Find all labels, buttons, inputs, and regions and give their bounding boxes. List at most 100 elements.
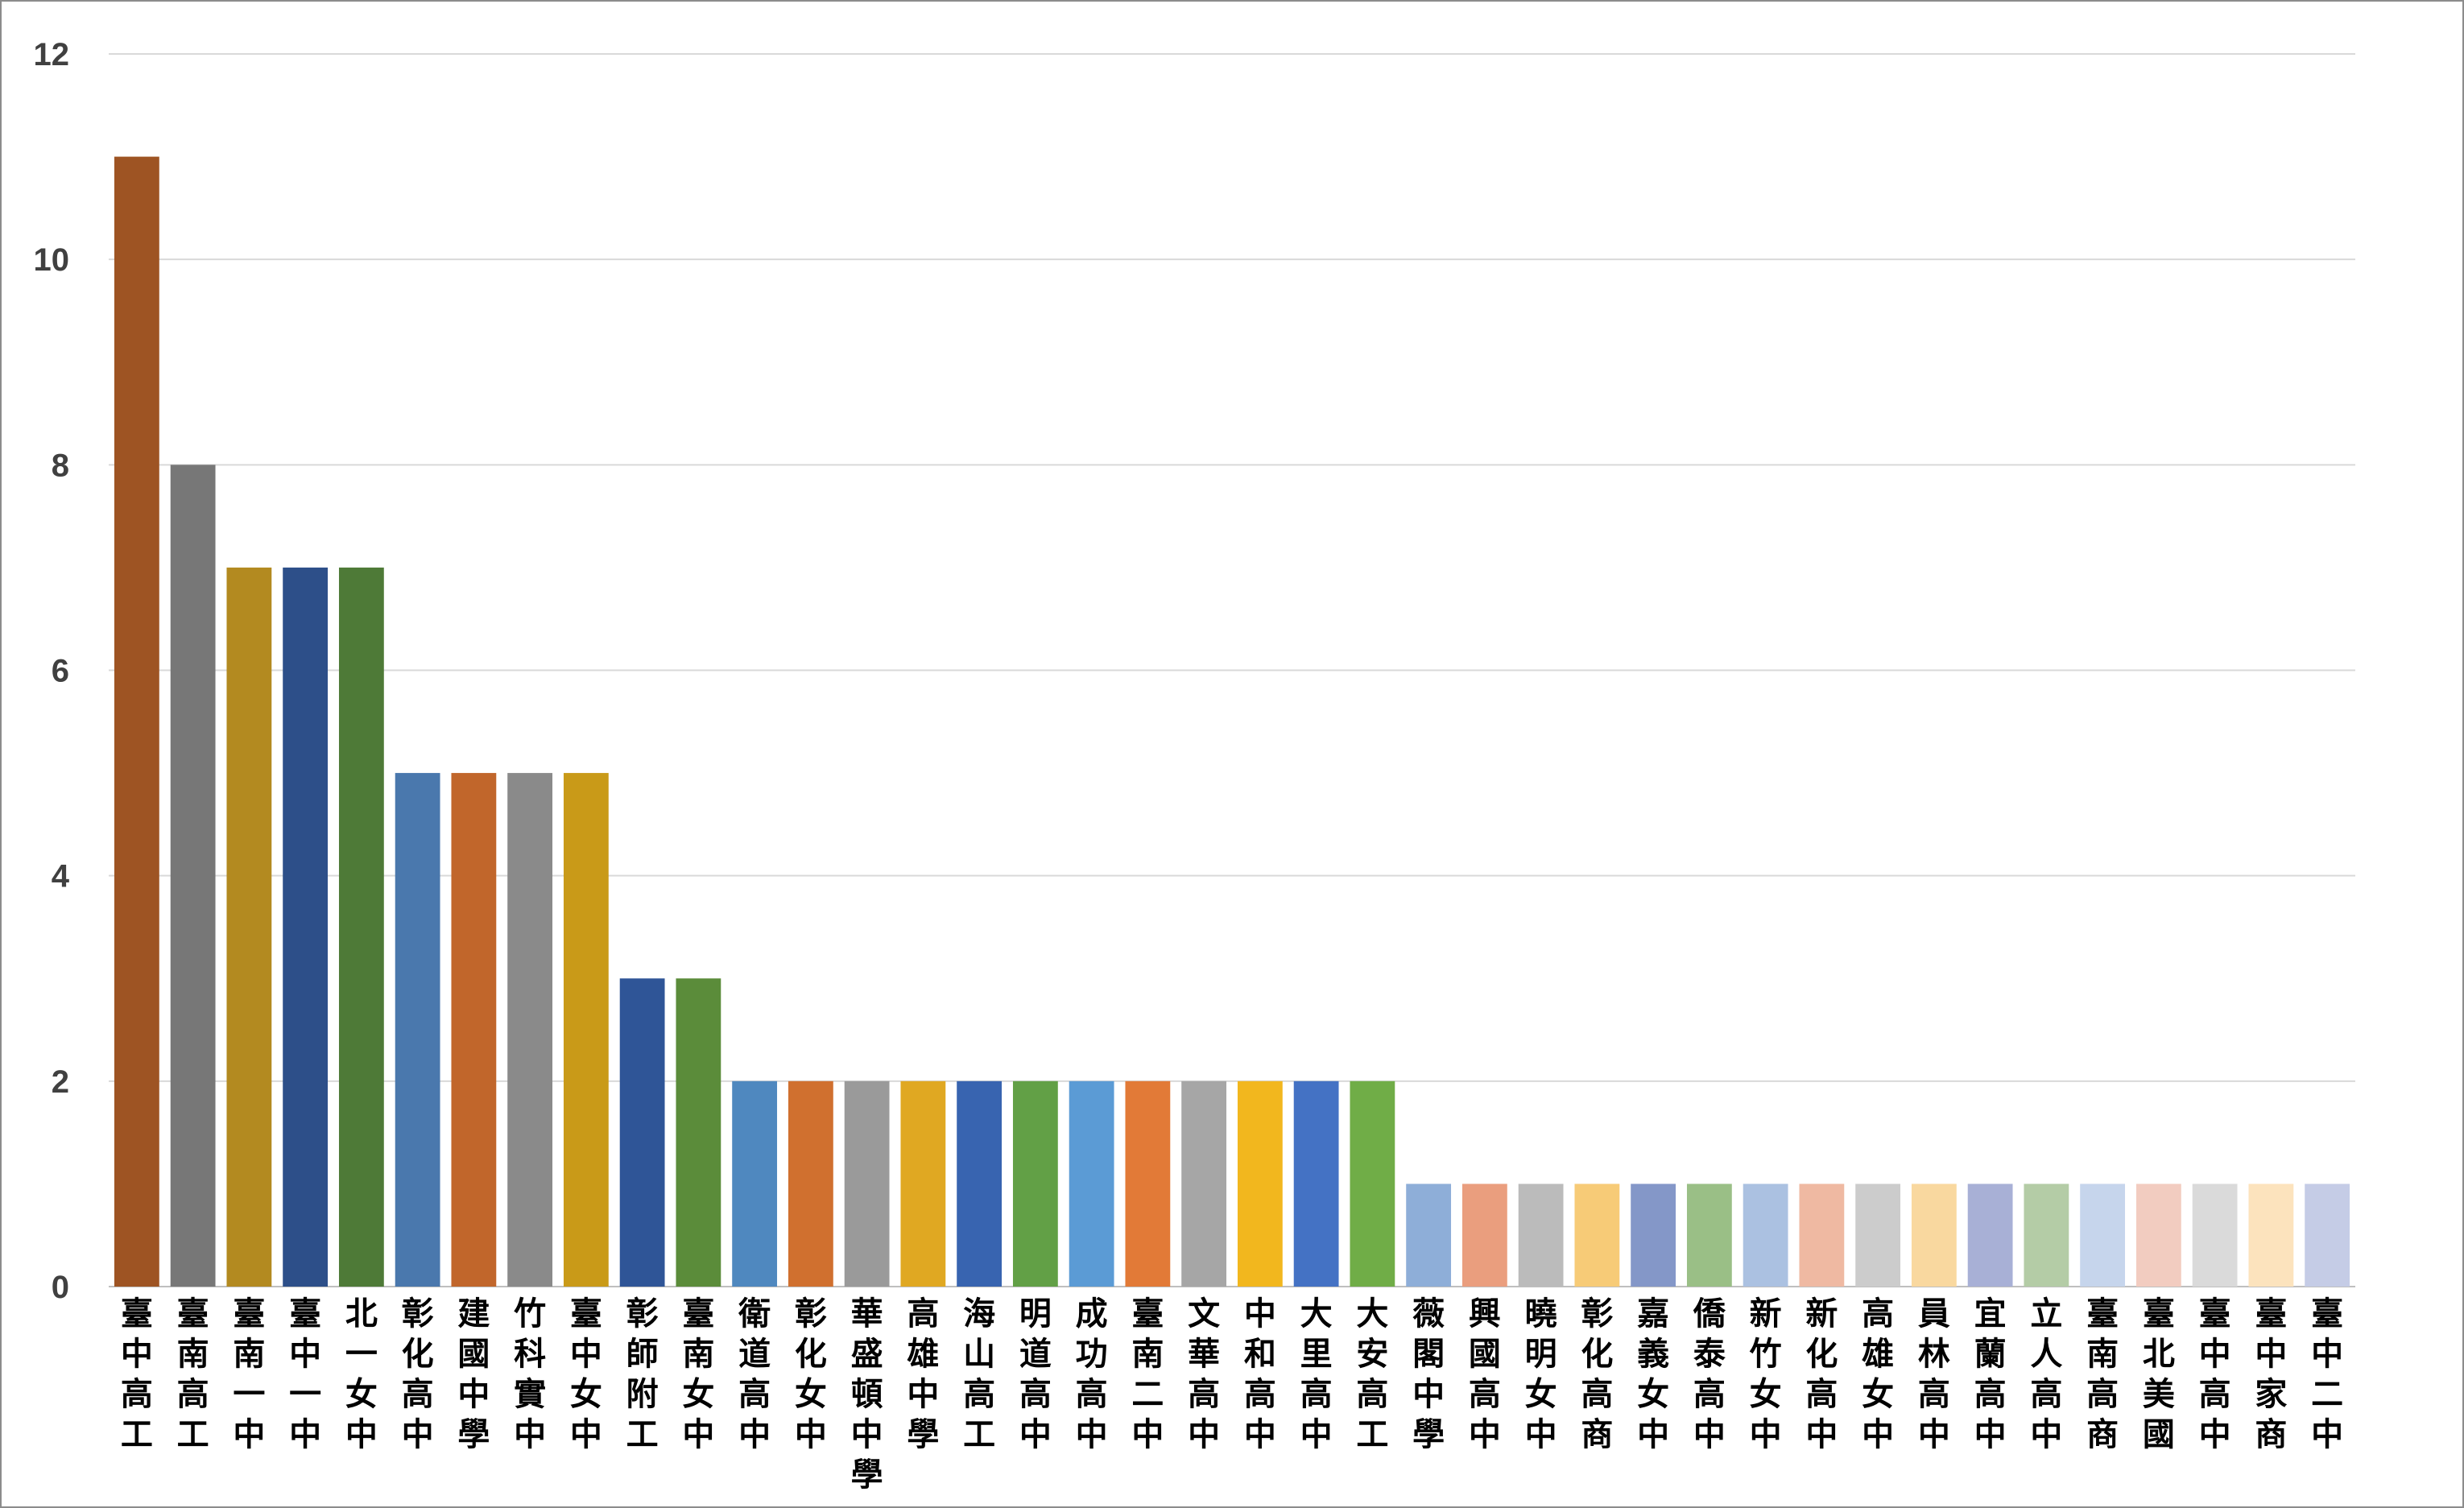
bar xyxy=(788,1080,833,1287)
svg-text:中: 中 xyxy=(1918,1416,1950,1453)
svg-text:二: 二 xyxy=(2311,1376,2343,1413)
bar xyxy=(1406,1184,1452,1287)
svg-text:高: 高 xyxy=(1581,1376,1613,1413)
bar xyxy=(170,465,216,1287)
svg-text:南: 南 xyxy=(1131,1336,1164,1373)
svg-text:中: 中 xyxy=(1525,1416,1557,1453)
svg-text:化: 化 xyxy=(1805,1336,1838,1373)
svg-text:學: 學 xyxy=(1412,1416,1445,1453)
svg-text:科: 科 xyxy=(514,1336,546,1373)
bar xyxy=(2305,1184,2350,1287)
bar xyxy=(2192,1184,2238,1287)
svg-text:和: 和 xyxy=(1244,1336,1276,1373)
svg-text:化: 化 xyxy=(1581,1336,1613,1373)
svg-text:泰: 泰 xyxy=(1693,1336,1726,1373)
svg-text:中: 中 xyxy=(1805,1416,1838,1453)
bar xyxy=(114,156,159,1287)
svg-text:化: 化 xyxy=(795,1336,827,1373)
svg-text:臺: 臺 xyxy=(233,1295,265,1332)
bar xyxy=(451,773,497,1287)
svg-text:里: 里 xyxy=(1300,1336,1333,1373)
svg-text:功: 功 xyxy=(1076,1336,1108,1373)
svg-text:臺: 臺 xyxy=(570,1295,602,1332)
svg-text:立: 立 xyxy=(2030,1295,2062,1332)
bar xyxy=(1574,1184,1620,1287)
svg-text:中: 中 xyxy=(1244,1416,1276,1453)
svg-text:中: 中 xyxy=(1862,1416,1894,1453)
svg-text:中: 中 xyxy=(1412,1376,1445,1413)
svg-text:頓: 頓 xyxy=(851,1376,883,1413)
svg-text:國: 國 xyxy=(457,1336,490,1373)
svg-text:竹: 竹 xyxy=(1750,1336,1782,1373)
svg-text:中: 中 xyxy=(2199,1336,2231,1373)
svg-text:竹: 竹 xyxy=(514,1295,546,1332)
bar xyxy=(1350,1080,1395,1287)
svg-text:化: 化 xyxy=(402,1336,434,1373)
svg-text:閣: 閣 xyxy=(1412,1336,1445,1373)
svg-text:中: 中 xyxy=(1244,1295,1276,1332)
bar xyxy=(338,567,384,1287)
svg-text:高: 高 xyxy=(2199,1376,2231,1413)
svg-text:高: 高 xyxy=(1356,1376,1388,1413)
svg-text:中: 中 xyxy=(289,1416,321,1453)
svg-text:工: 工 xyxy=(1356,1416,1388,1453)
svg-text:高: 高 xyxy=(1693,1376,1726,1413)
bar xyxy=(2135,1184,2181,1287)
svg-text:林: 林 xyxy=(1918,1336,1950,1373)
svg-text:中: 中 xyxy=(1750,1416,1782,1453)
svg-text:中: 中 xyxy=(1019,1416,1052,1453)
svg-text:南: 南 xyxy=(2086,1336,2119,1373)
svg-text:華: 華 xyxy=(1188,1336,1220,1373)
svg-text:臺: 臺 xyxy=(177,1295,209,1332)
svg-text:學: 學 xyxy=(457,1416,490,1453)
svg-text:北: 北 xyxy=(2143,1336,2175,1373)
svg-text:中: 中 xyxy=(514,1416,546,1453)
svg-text:商: 商 xyxy=(2086,1416,2119,1453)
svg-text:中: 中 xyxy=(1693,1416,1726,1453)
svg-text:中: 中 xyxy=(345,1416,378,1453)
bar xyxy=(1743,1184,1788,1287)
y-tick-label: 2 xyxy=(52,1064,69,1100)
svg-text:高: 高 xyxy=(1974,1376,2007,1413)
svg-text:明: 明 xyxy=(1525,1336,1557,1373)
svg-text:南: 南 xyxy=(233,1336,265,1373)
svg-text:中: 中 xyxy=(2030,1416,2062,1453)
bar xyxy=(844,1080,890,1287)
svg-text:高: 高 xyxy=(121,1376,153,1413)
bar xyxy=(226,567,272,1287)
bar xyxy=(1686,1184,1732,1287)
svg-text:僑: 僑 xyxy=(1693,1295,1726,1332)
svg-text:高: 高 xyxy=(1244,1376,1276,1413)
svg-text:高: 高 xyxy=(907,1295,939,1332)
bar xyxy=(1967,1184,2013,1287)
svg-text:華: 華 xyxy=(851,1295,883,1332)
svg-text:工: 工 xyxy=(121,1416,153,1453)
bar xyxy=(283,567,329,1287)
svg-text:學: 學 xyxy=(851,1456,883,1494)
svg-text:工: 工 xyxy=(626,1416,659,1453)
svg-text:高: 高 xyxy=(1076,1376,1108,1413)
bar xyxy=(1293,1080,1339,1287)
y-tick-label: 10 xyxy=(34,242,70,278)
bar xyxy=(732,1080,778,1287)
bar xyxy=(1631,1184,1676,1287)
svg-text:臺: 臺 xyxy=(2086,1295,2119,1332)
bar xyxy=(2080,1184,2126,1287)
svg-text:一: 一 xyxy=(289,1376,321,1413)
bar xyxy=(957,1080,1003,1287)
svg-text:彰: 彰 xyxy=(1581,1295,1613,1332)
